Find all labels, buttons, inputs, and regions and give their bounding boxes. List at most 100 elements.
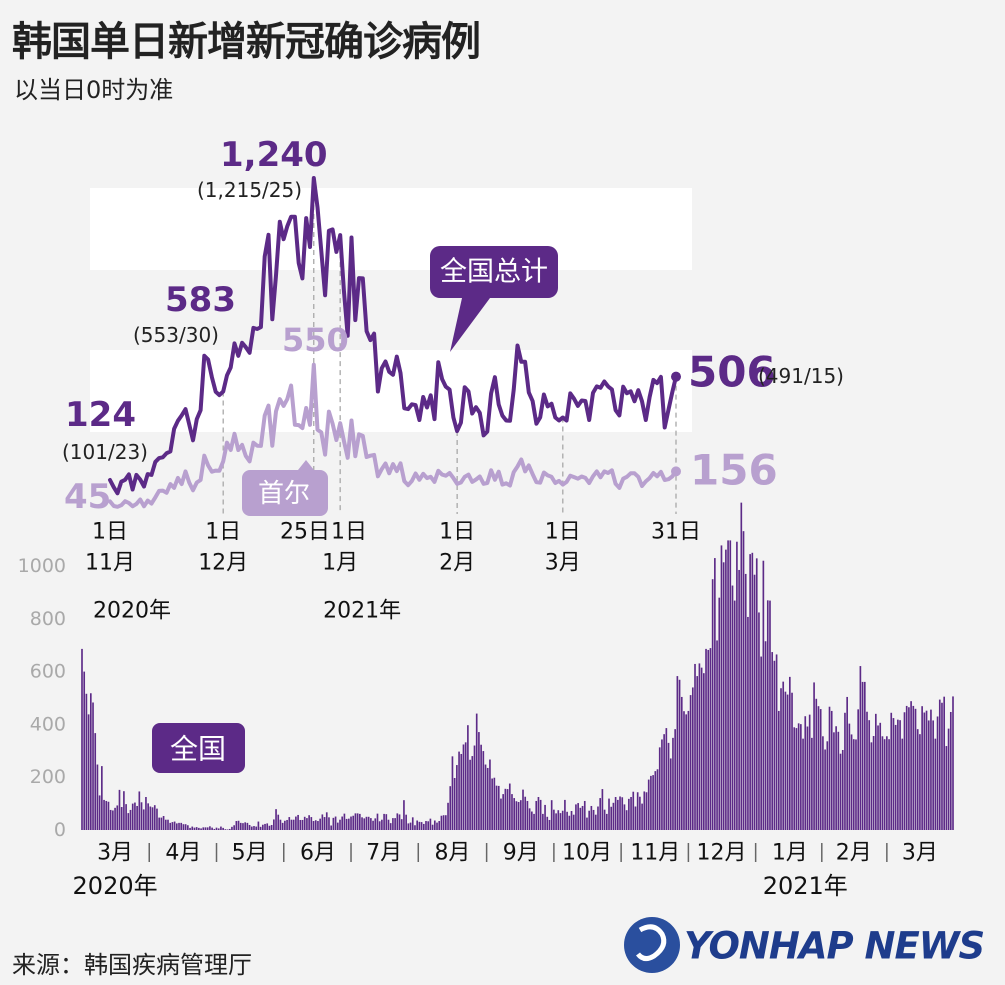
bar: [546, 816, 549, 830]
x-tick-label: 11月: [630, 841, 680, 866]
bar: [749, 554, 751, 830]
bar: [398, 814, 401, 830]
bar: [220, 826, 222, 830]
bar: [897, 719, 899, 830]
bar: [321, 814, 324, 830]
bar: [387, 819, 390, 830]
subtitle: 以当日0时为准: [14, 76, 173, 104]
bar: [736, 541, 738, 830]
bar: [608, 798, 610, 830]
bar: [98, 795, 101, 830]
bar: [705, 648, 707, 830]
x-tick-label: 6月: [300, 841, 336, 866]
bar: [92, 702, 94, 830]
bar: [312, 821, 315, 830]
bar: [237, 820, 240, 830]
bar: [429, 818, 432, 830]
annotation: 156: [690, 446, 778, 495]
bar: [295, 816, 297, 830]
bar: [758, 612, 760, 830]
bar: [811, 737, 813, 830]
bar: [471, 756, 474, 830]
bar: [760, 656, 762, 830]
bar: [403, 800, 405, 830]
bar: [504, 788, 507, 830]
bar: [877, 725, 879, 830]
bar: [890, 712, 893, 830]
bar: [248, 824, 251, 830]
bar: [925, 710, 928, 830]
bar: [899, 720, 901, 830]
bar: [683, 711, 685, 830]
bar: [766, 600, 769, 830]
bar: [281, 822, 284, 830]
bar: [418, 821, 421, 830]
bar: [630, 797, 632, 830]
bar: [96, 764, 99, 830]
bar-legend: 全国: [152, 723, 245, 773]
bar: [270, 824, 273, 830]
bar: [261, 824, 264, 830]
bar: [747, 616, 749, 830]
bar: [859, 666, 862, 830]
bar: [707, 649, 710, 830]
bar: [870, 742, 873, 830]
bar: [288, 817, 291, 830]
bar: [464, 742, 467, 830]
x-tick-label: 1日: [439, 520, 475, 545]
bar: [680, 696, 683, 830]
bar: [579, 807, 582, 830]
bar: [921, 706, 923, 830]
bar: [583, 800, 586, 830]
bar: [200, 828, 202, 830]
bar: [392, 818, 394, 830]
bar: [253, 826, 255, 830]
bar: [409, 822, 412, 830]
callout-box: [430, 246, 558, 352]
bar: [572, 814, 575, 830]
bar: [279, 819, 282, 830]
x-year-label: 2020年: [73, 872, 158, 900]
bar: [328, 817, 330, 830]
bar: [405, 814, 407, 830]
bar: [824, 749, 826, 830]
series-label: 首尔: [258, 479, 310, 509]
bar: [325, 812, 328, 830]
x-year-label: 2021年: [323, 599, 401, 624]
bar: [923, 712, 926, 830]
bar: [480, 744, 482, 830]
bar: [286, 819, 288, 830]
bar: [317, 821, 319, 830]
bar: [658, 747, 661, 830]
bar: [949, 711, 952, 830]
annotation-note: (553/30): [133, 323, 219, 347]
bar: [861, 681, 864, 830]
bar: [198, 827, 200, 830]
bar: [795, 728, 798, 830]
bar: [694, 663, 696, 830]
bar: [665, 728, 668, 830]
bar: [908, 707, 910, 830]
bar: [667, 742, 670, 830]
bar: [438, 821, 441, 830]
bar: [537, 797, 540, 830]
bar: [131, 803, 134, 830]
bar: [729, 540, 732, 830]
bar: [808, 714, 811, 830]
bar: [482, 751, 485, 830]
bar: [934, 738, 937, 830]
bar: [857, 709, 860, 830]
bar: [187, 825, 189, 830]
bar: [643, 791, 646, 830]
x-year-label: 2020年: [93, 599, 171, 624]
bar: [575, 804, 577, 830]
bar: [334, 816, 337, 830]
bar: [264, 823, 266, 830]
bar: [160, 817, 163, 830]
bar: [687, 710, 690, 830]
bar: [550, 800, 553, 830]
callout-box: [242, 460, 328, 516]
bar: [826, 741, 829, 830]
